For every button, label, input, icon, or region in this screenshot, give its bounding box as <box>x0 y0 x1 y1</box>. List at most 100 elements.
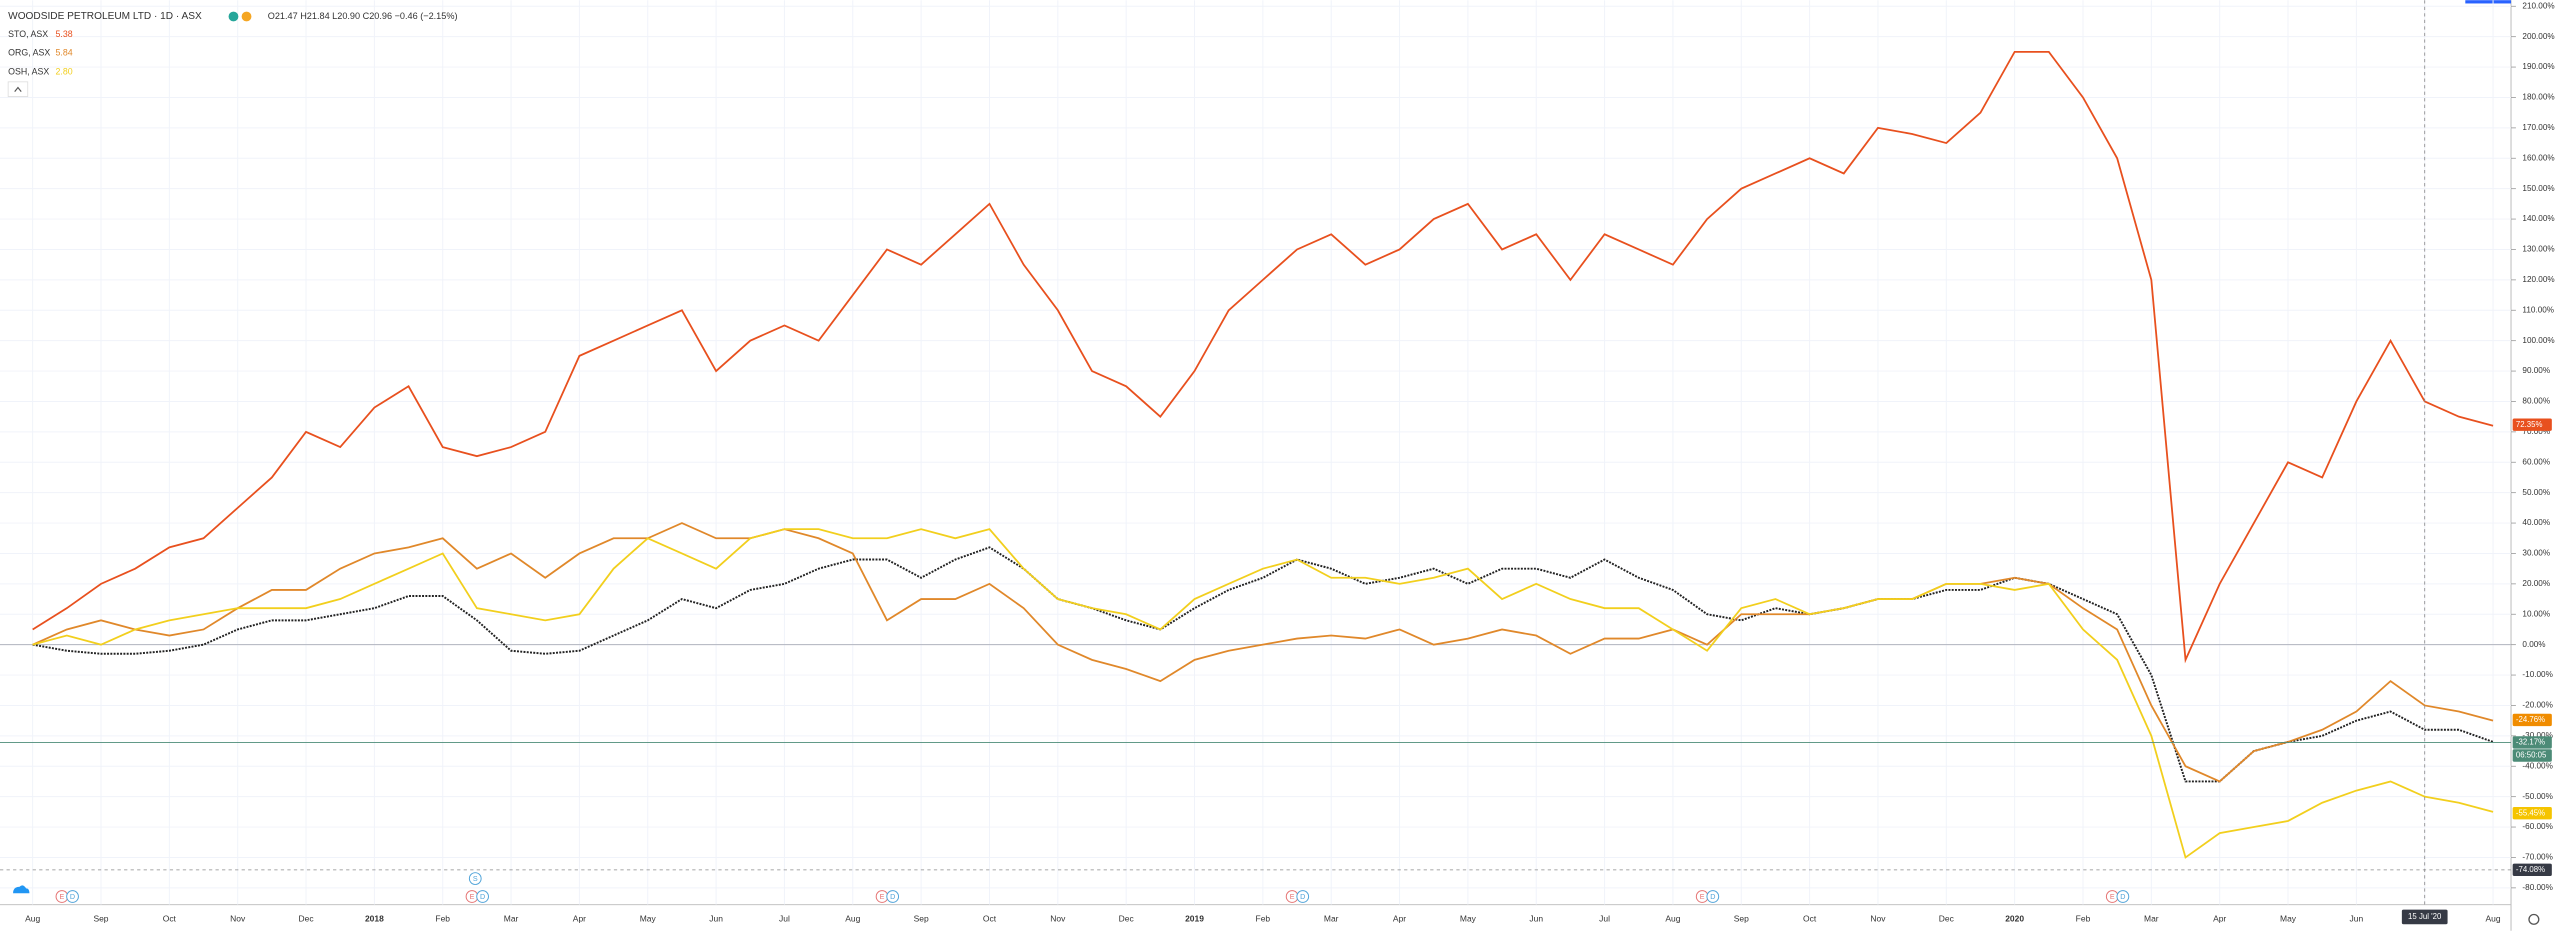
series-line <box>32 522 2494 783</box>
crosshair-x-badge <box>2401 909 2448 925</box>
x-tick-label: Oct <box>983 914 997 924</box>
status-dot[interactable] <box>241 11 252 22</box>
x-tick-label: Nov <box>230 914 246 924</box>
y-tick-label: -70.00% <box>2522 853 2552 862</box>
event-marker <box>886 890 900 903</box>
x-tick-label: May <box>640 914 657 924</box>
event-marker <box>468 872 482 885</box>
event-label: D <box>890 893 895 901</box>
y-tick-label: -80.00% <box>2522 883 2552 892</box>
x-tick-label: Feb <box>435 914 450 924</box>
y-tick-label: 170.00% <box>2522 123 2554 132</box>
x-tick-label: Jun <box>709 914 723 924</box>
y-tick-label: 20.00% <box>2522 579 2550 588</box>
y-tick-label: 50.00% <box>2522 488 2550 497</box>
series-line <box>32 546 2494 783</box>
x-tick-label: 2019 <box>1185 914 1204 924</box>
y-tick-label: 10.00% <box>2522 609 2550 618</box>
crosshair-x-label: 15 Jul '20 <box>2408 912 2442 921</box>
collapse-icon <box>14 86 22 92</box>
y-tick-label: 110.00% <box>2522 305 2554 314</box>
countdown-badge <box>2512 749 2552 762</box>
last-value-badge <box>2512 736 2552 749</box>
y-tick-label: 200.00% <box>2522 32 2554 41</box>
y-tick-label: 90.00% <box>2522 366 2550 375</box>
x-tick-label: Nov <box>1050 914 1066 924</box>
legend-price: 2.80 <box>56 66 73 76</box>
x-tick-label: Aug <box>845 914 860 924</box>
event-marker <box>476 890 489 903</box>
last-value-badge-label: 72.35% <box>2516 420 2543 429</box>
cloud-icon[interactable] <box>13 885 30 894</box>
y-tick-label: 100.00% <box>2522 336 2554 345</box>
y-tick-label: 60.00% <box>2522 457 2550 466</box>
symbol-title: WOODSIDE PETROLEUM LTD · 1D · ASX <box>8 11 202 22</box>
x-tick-label: May <box>1460 914 1477 924</box>
y-tick-label: 80.00% <box>2522 397 2550 406</box>
x-tick-label: Feb <box>1256 914 1271 924</box>
event-label: E <box>2110 893 2115 901</box>
legend-price: 5.84 <box>56 48 73 58</box>
x-tick-label: Jul <box>779 914 790 924</box>
event-label: S <box>473 875 478 883</box>
event-label: E <box>470 893 475 901</box>
y-tick-label: 130.00% <box>2522 245 2554 254</box>
x-tick-label: Aug <box>25 914 40 924</box>
y-tick-label: -10.00% <box>2522 670 2552 679</box>
x-tick-label: Jul <box>1599 914 1610 924</box>
y-tick-label: 180.00% <box>2522 93 2554 102</box>
y-tick-label: -30.00% <box>2522 731 2552 740</box>
x-tick-label: 2018 <box>365 914 384 924</box>
collapse-button[interactable] <box>7 81 29 97</box>
x-tick-label: Sep <box>93 914 108 924</box>
last-value-badge-label: -24.76% <box>2516 715 2545 724</box>
x-tick-label: Jun <box>2350 914 2364 924</box>
legend-name: STO, ASX <box>8 29 48 39</box>
series-line <box>32 50 2494 664</box>
event-label: E <box>1700 893 1705 901</box>
y-tick-label: -40.00% <box>2522 761 2552 770</box>
event-label: D <box>1710 893 1715 901</box>
x-tick-label: 2020 <box>2005 914 2024 924</box>
x-tick-label: May <box>2280 914 2297 924</box>
event-label: D <box>1300 893 1305 901</box>
gear[interactable] <box>2528 913 2540 925</box>
settings-icon[interactable] <box>2528 913 2540 925</box>
x-tick-label: Mar <box>504 914 519 924</box>
last-value-badge <box>2512 713 2552 727</box>
crosshair-y-label: -74.08% <box>2516 865 2545 874</box>
x-tick-label: Apr <box>2213 914 2226 924</box>
last-value-badge-label: -32.17% <box>2516 738 2545 747</box>
status-dot[interactable] <box>228 11 239 22</box>
event-label: E <box>1290 893 1295 901</box>
x-tick-label: Apr <box>1393 914 1406 924</box>
crosshair-y-badge <box>2512 863 2552 877</box>
y-tick-label: 40.00% <box>2522 518 2550 527</box>
x-tick-label: Dec <box>1119 914 1135 924</box>
countdown-label: 06:50:05 <box>2516 751 2547 760</box>
x-tick-label: Oct <box>163 914 177 924</box>
y-tick-label: 190.00% <box>2522 62 2554 71</box>
x-tick-label: Nov <box>1870 914 1886 924</box>
legend: WOODSIDE PETROLEUM LTD · 1D · ASX O21.47… <box>7 11 458 97</box>
event-marker <box>2116 890 2130 903</box>
x-tick-label: Dec <box>1939 914 1955 924</box>
y-tick-label: -50.00% <box>2522 792 2552 801</box>
x-tick-label: Sep <box>914 914 929 924</box>
y-tick-label: 30.00% <box>2522 549 2550 558</box>
y-tick-label: 150.00% <box>2522 184 2554 193</box>
y-tick-label: 210.00% <box>2522 1 2554 10</box>
x-tick-label: Dec <box>299 914 315 924</box>
last-value-badge <box>2512 418 2552 431</box>
x-tick-label: Oct <box>1803 914 1817 924</box>
last-value-badge <box>2512 807 2552 820</box>
x-tick-label: Aug <box>2486 914 2501 924</box>
ohlc: O21.47 H21.84 L20.90 C20.96 −0.46 (−2.15… <box>268 11 458 21</box>
x-tick-label: Jun <box>1529 914 1543 924</box>
event-label: D <box>70 893 75 901</box>
top-indicator <box>2465 0 2512 4</box>
y-tick-label: 0.00% <box>2522 640 2545 649</box>
event-label: E <box>60 893 65 901</box>
x-tick-label: Aug <box>1665 914 1680 924</box>
